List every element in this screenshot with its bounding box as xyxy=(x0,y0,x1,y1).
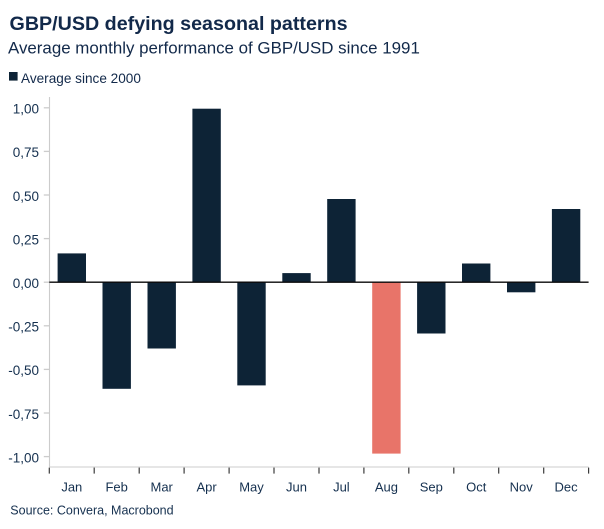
svg-text:Oct: Oct xyxy=(466,480,487,495)
svg-text:1,00: 1,00 xyxy=(13,102,39,117)
svg-text:-0,75: -0,75 xyxy=(8,407,39,422)
svg-text:-0,50: -0,50 xyxy=(8,363,39,378)
svg-text:0,00: 0,00 xyxy=(13,276,39,291)
svg-text:Jul: Jul xyxy=(333,480,350,495)
svg-text:Apr: Apr xyxy=(196,480,217,495)
svg-text:-0,25: -0,25 xyxy=(8,320,39,335)
svg-text:Sep: Sep xyxy=(420,480,443,495)
svg-text:Average since 2000: Average since 2000 xyxy=(21,71,141,86)
svg-text:Average monthly performance of: Average monthly performance of GBP/USD s… xyxy=(8,39,420,58)
svg-text:Jan: Jan xyxy=(61,480,82,495)
svg-text:Mar: Mar xyxy=(151,480,174,495)
svg-text:Aug: Aug xyxy=(375,480,398,495)
svg-text:Feb: Feb xyxy=(105,480,127,495)
svg-text:0,25: 0,25 xyxy=(13,232,39,247)
svg-text:May: May xyxy=(239,480,264,495)
svg-text:0,75: 0,75 xyxy=(13,145,39,160)
svg-text:0,50: 0,50 xyxy=(13,189,39,204)
svg-text:Nov: Nov xyxy=(510,480,534,495)
svg-text:Dec: Dec xyxy=(555,480,579,495)
svg-text:GBP/USD defying seasonal patte: GBP/USD defying seasonal patterns xyxy=(10,13,348,35)
svg-text:Source: Convera, Macrobond: Source: Convera, Macrobond xyxy=(10,504,173,518)
svg-text:Jun: Jun xyxy=(286,480,307,495)
svg-text:-1,00: -1,00 xyxy=(8,450,39,465)
